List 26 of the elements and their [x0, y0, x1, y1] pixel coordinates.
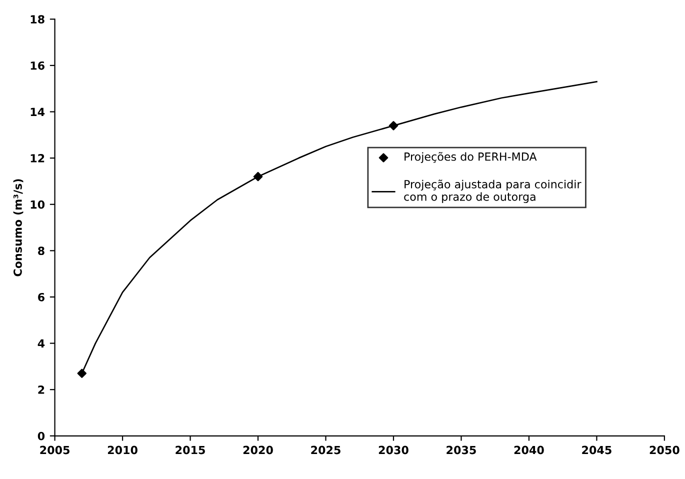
x-tick-label: 2040	[514, 446, 544, 454]
legend-label: Projeções do PERH-MDA	[404, 152, 537, 163]
y-tick-label: 8	[38, 246, 44, 256]
y-tick-label: 10	[30, 200, 45, 209]
x-tick-label: 2025	[311, 446, 340, 454]
point	[253, 172, 263, 182]
y-tick-label: 4	[38, 339, 45, 348]
x-tick-label: 2035	[446, 446, 476, 454]
y-axis-title: Consumo (m³/s)	[13, 179, 24, 276]
legend-label: Projeção ajustada para coincidir com o prazo de outorga	[404, 180, 582, 204]
y-tick-label: 0	[38, 432, 45, 440]
y-tick-label: 16	[30, 61, 44, 70]
y-tick-label: 18	[30, 15, 44, 24]
x-tick-label: 2010	[108, 446, 138, 454]
x-tick-label: 2045	[582, 446, 612, 454]
y-tick-label: 12	[30, 154, 44, 162]
y-tick-label: 2	[38, 386, 44, 394]
y-tick-label: 14	[30, 108, 45, 116]
x-tick-label: 2030	[378, 446, 408, 454]
point	[77, 368, 87, 378]
x-tick-label: 2020	[243, 446, 273, 454]
point	[388, 121, 398, 130]
x-tick-label: 2005	[40, 446, 70, 454]
x-tick-label: 2015	[176, 446, 205, 454]
x-tick-label: 2050	[650, 446, 680, 454]
y-tick-label: 6	[38, 292, 44, 302]
